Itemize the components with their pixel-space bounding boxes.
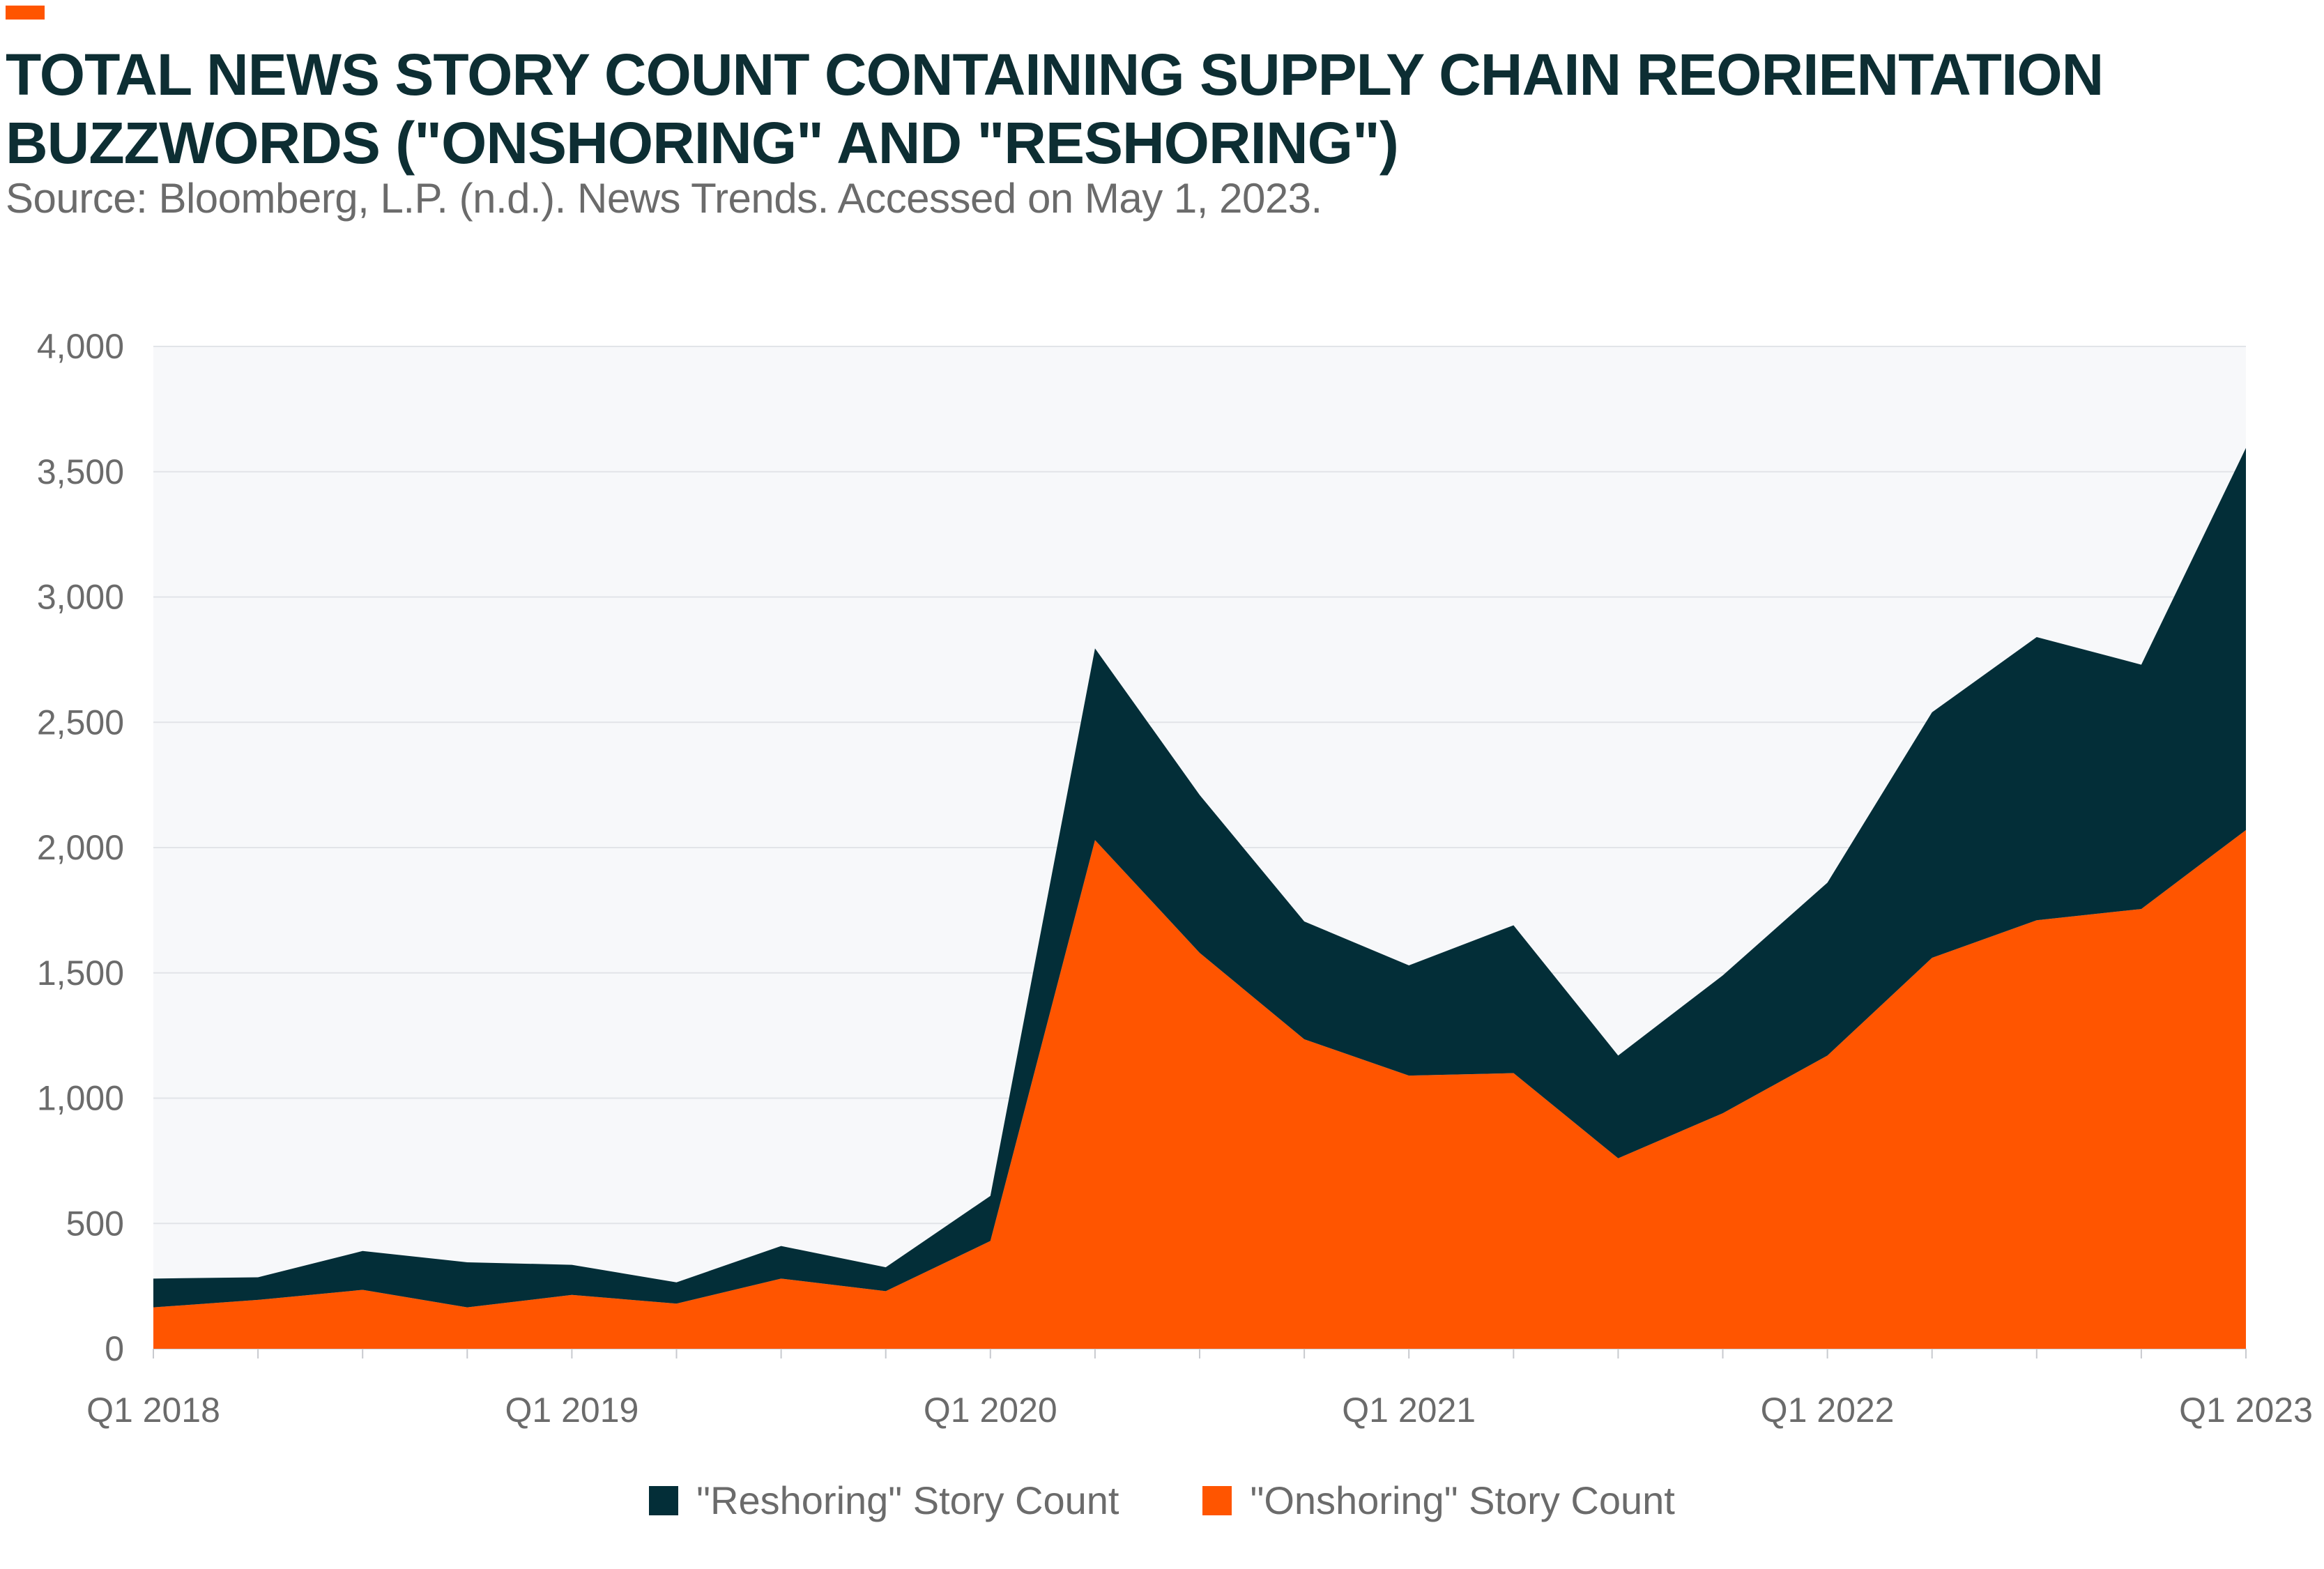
chart-title: TOTAL NEWS STORY COUNT CONTAINING SUPPLY… [6,42,2104,176]
y-tick-label: 500 [66,1204,124,1243]
x-axis-ticks [153,1349,2247,1358]
data-areas [153,447,2246,1349]
legend-swatch-onshoring [1202,1485,1232,1515]
legend-label-reshoring: "Reshoring" Story Count [696,1478,1119,1522]
y-tick-label: 2,000 [37,828,124,867]
y-tick-label: 3,000 [37,578,124,617]
x-tick-label: Q1 2018 [86,1391,220,1430]
y-tick-label: 2,500 [37,703,124,742]
y-axis-labels: 0 500 1,000 1,500 2,000 2,500 3,000 3,500 4,000 [37,327,124,1368]
legend-item-reshoring: "Reshoring" Story Count [649,1478,1119,1523]
y-tick-label: 3,500 [37,452,124,491]
chart-source: Source: Bloomberg, L.P. (n.d.). News Tre… [6,175,1322,222]
x-tick-label: Q1 2021 [1342,1391,1476,1430]
legend: "Reshoring" Story Count "Onshoring" Stor… [0,1478,2324,1523]
x-axis-labels: Q1 2018 Q1 2019 Q1 2020 Q1 2021 Q1 2022 Q1 20… [86,1391,2313,1430]
y-tick-label: 1,500 [37,954,124,993]
y-tick-label: 1,000 [37,1079,124,1118]
x-tick-label: Q1 2022 [1761,1391,1895,1430]
legend-item-onshoring: "Onshoring" Story Count [1202,1478,1675,1523]
x-tick-label: Q1 2019 [505,1391,639,1430]
series-area-onshoring [153,829,2246,1349]
legend-swatch-reshoring [649,1485,679,1515]
x-tick-label: Q1 2020 [924,1391,1057,1430]
y-tick-label: 0 [105,1329,124,1368]
series-area-reshoring [153,447,2246,1308]
accent-bar [6,6,45,20]
y-tick-label: 4,000 [37,327,124,366]
legend-label-onshoring: "Onshoring" Story Count [1250,1478,1675,1522]
x-tick-label: Q1 2023 [2179,1391,2313,1430]
